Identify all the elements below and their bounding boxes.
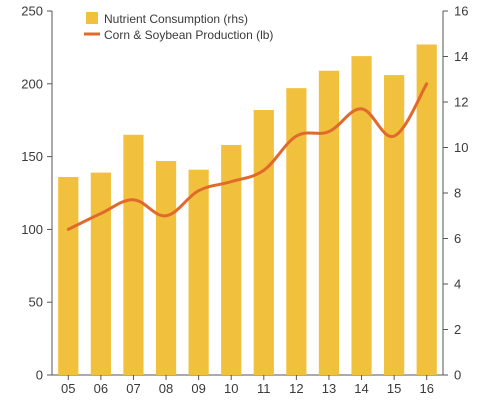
bar-15 xyxy=(384,75,404,375)
bar-12 xyxy=(286,88,306,375)
right-axis-tick-label: 0 xyxy=(454,368,461,383)
x-axis-tick-label: 16 xyxy=(419,381,433,396)
legend-label-line: Corn & Soybean Production (lb) xyxy=(104,28,273,42)
right-axis-tick-label: 14 xyxy=(454,49,468,64)
right-axis-tick-label: 16 xyxy=(454,4,468,19)
x-axis-tick-label: 15 xyxy=(387,381,401,396)
bar-09 xyxy=(189,170,209,375)
left-axis-tick-label: 150 xyxy=(21,149,43,164)
bar-13 xyxy=(319,71,339,375)
right-axis-tick-label: 8 xyxy=(454,186,461,201)
right-axis-tick-label: 10 xyxy=(454,140,468,155)
left-axis-tick-label: 100 xyxy=(21,222,43,237)
line-layer xyxy=(68,84,426,230)
right-axis-tick-label: 12 xyxy=(454,95,468,110)
x-axis-tick-label: 06 xyxy=(94,381,108,396)
right-axis-tick-label: 2 xyxy=(454,322,461,337)
x-axis-tick-label: 14 xyxy=(354,381,368,396)
legend-label-bars: Nutrient Consumption (rhs) xyxy=(104,12,248,26)
right-axis-tick-label: 6 xyxy=(454,231,461,246)
bar-16 xyxy=(417,44,437,375)
bars-layer xyxy=(58,44,437,375)
bar-14 xyxy=(351,56,371,375)
bar-06 xyxy=(91,173,111,375)
bar-11 xyxy=(254,110,274,375)
left-axis-tick-label: 250 xyxy=(21,4,43,19)
left-axis-tick-label: 0 xyxy=(36,368,43,383)
x-axis-tick-label: 10 xyxy=(224,381,238,396)
x-axis-tick-label: 08 xyxy=(159,381,173,396)
left-axis-tick-label: 200 xyxy=(21,76,43,91)
x-axis-tick-label: 07 xyxy=(126,381,140,396)
right-axis-tick-label: 4 xyxy=(454,277,461,292)
x-axis-tick-label: 11 xyxy=(257,381,271,396)
legend: Nutrient Consumption (rhs) Corn & Soybea… xyxy=(84,12,273,42)
x-axis-tick-label: 12 xyxy=(289,381,303,396)
x-axis-tick-label: 13 xyxy=(322,381,336,396)
production-line xyxy=(68,84,426,230)
x-axis-tick-label: 05 xyxy=(61,381,75,396)
bar-05 xyxy=(58,177,78,375)
left-axis-tick-label: 50 xyxy=(29,295,43,310)
x-axis-tick-label: 09 xyxy=(191,381,205,396)
bar-07 xyxy=(123,135,143,375)
legend-swatch-bars xyxy=(86,12,98,24)
bar-08 xyxy=(156,161,176,375)
